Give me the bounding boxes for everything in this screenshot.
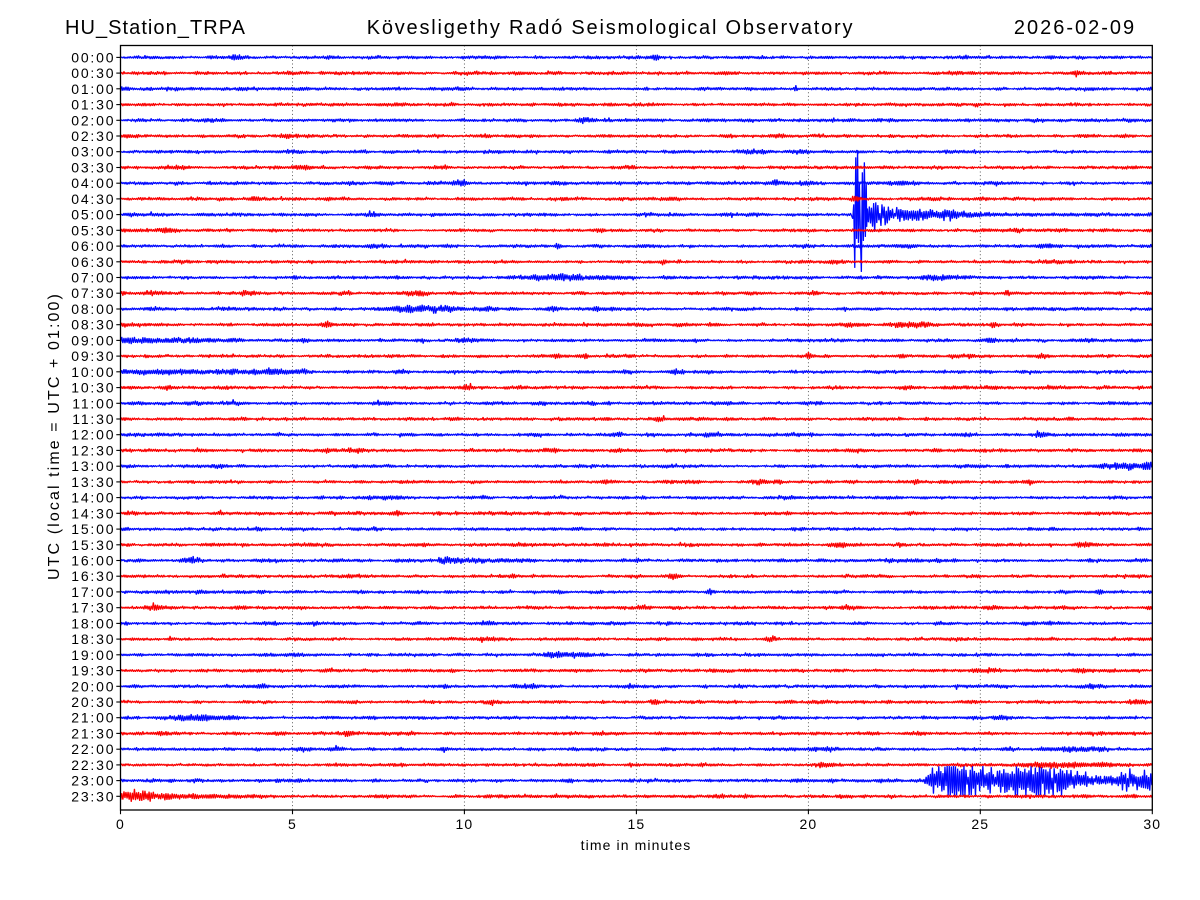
svg-text:20:30: 20:30: [71, 694, 115, 710]
svg-text:20:00: 20:00: [71, 678, 115, 694]
svg-text:03:00: 03:00: [71, 144, 115, 160]
svg-text:18:30: 18:30: [71, 631, 115, 647]
svg-text:07:30: 07:30: [71, 285, 115, 301]
svg-text:14:30: 14:30: [71, 505, 115, 521]
svg-text:04:00: 04:00: [71, 175, 115, 191]
svg-text:01:30: 01:30: [71, 97, 115, 113]
svg-text:23:00: 23:00: [71, 773, 115, 789]
svg-text:16:00: 16:00: [71, 553, 115, 569]
svg-text:Kövesligethy Radó Seismologica: Kövesligethy Radó Seismological Observat…: [367, 17, 855, 39]
svg-text:12:00: 12:00: [71, 427, 115, 443]
svg-text:05:30: 05:30: [71, 222, 115, 238]
svg-text:HU_Station_TRPA: HU_Station_TRPA: [65, 17, 246, 39]
svg-text:09:00: 09:00: [71, 332, 115, 348]
svg-text:0: 0: [116, 816, 125, 832]
svg-text:14:00: 14:00: [71, 490, 115, 506]
svg-text:15:00: 15:00: [71, 521, 115, 537]
svg-text:18:00: 18:00: [71, 615, 115, 631]
svg-text:13:30: 13:30: [71, 474, 115, 490]
svg-text:06:30: 06:30: [71, 254, 115, 270]
svg-text:12:30: 12:30: [71, 442, 115, 458]
svg-text:15: 15: [628, 816, 646, 832]
svg-text:21:00: 21:00: [71, 710, 115, 726]
svg-text:19:30: 19:30: [71, 663, 115, 679]
svg-text:2026-02-09: 2026-02-09: [1014, 17, 1136, 39]
svg-text:06:00: 06:00: [71, 238, 115, 254]
svg-text:00:30: 00:30: [71, 65, 115, 81]
svg-text:22:30: 22:30: [71, 757, 115, 773]
svg-text:08:30: 08:30: [71, 317, 115, 333]
svg-text:25: 25: [971, 816, 989, 832]
svg-text:time in minutes: time in minutes: [581, 837, 692, 853]
svg-text:11:30: 11:30: [72, 411, 115, 427]
svg-text:5: 5: [288, 816, 297, 832]
svg-text:08:00: 08:00: [71, 301, 115, 317]
svg-text:10: 10: [456, 816, 474, 832]
svg-text:13:00: 13:00: [71, 458, 115, 474]
svg-text:03:30: 03:30: [71, 160, 115, 176]
svg-text:20: 20: [800, 816, 818, 832]
svg-text:11:00: 11:00: [72, 395, 115, 411]
svg-text:22:00: 22:00: [71, 741, 115, 757]
svg-text:16:30: 16:30: [71, 568, 115, 584]
svg-text:01:00: 01:00: [71, 81, 115, 97]
svg-text:10:30: 10:30: [71, 380, 115, 396]
svg-text:21:30: 21:30: [71, 725, 115, 741]
svg-text:02:00: 02:00: [71, 112, 115, 128]
svg-text:09:30: 09:30: [71, 348, 115, 364]
svg-text:00:00: 00:00: [71, 49, 115, 65]
svg-text:30: 30: [1143, 816, 1161, 832]
svg-text:02:30: 02:30: [71, 128, 115, 144]
svg-text:04:30: 04:30: [71, 191, 115, 207]
svg-text:05:00: 05:00: [71, 207, 115, 223]
svg-text:UTC (local time = UTC + 01:00): UTC (local time = UTC + 01:00): [46, 292, 63, 580]
svg-text:10:00: 10:00: [71, 364, 115, 380]
svg-text:15:30: 15:30: [71, 537, 115, 553]
svg-text:19:00: 19:00: [71, 647, 115, 663]
svg-text:07:00: 07:00: [71, 270, 115, 286]
svg-text:17:30: 17:30: [71, 600, 115, 616]
svg-text:23:30: 23:30: [71, 788, 115, 804]
svg-text:17:00: 17:00: [71, 584, 115, 600]
